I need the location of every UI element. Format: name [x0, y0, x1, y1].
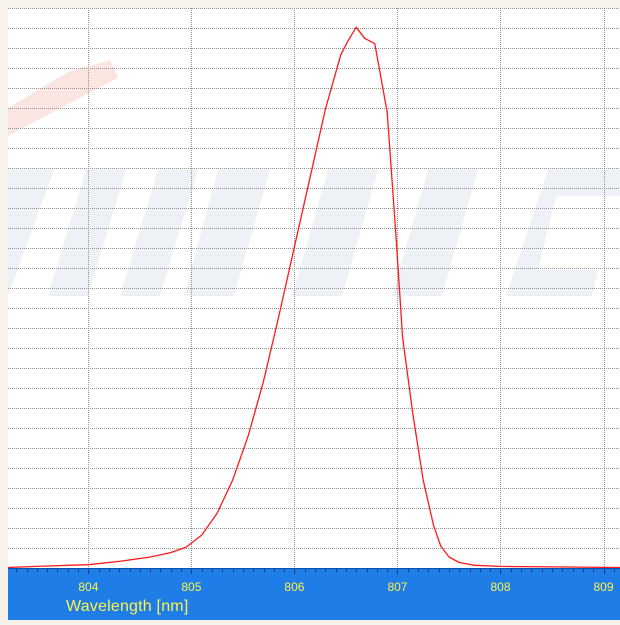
- series-layer: [8, 26, 620, 568]
- plot-area: [8, 8, 620, 568]
- x-axis-label: Wavelength [nm]: [66, 598, 189, 615]
- plot-svg: [8, 8, 620, 568]
- grid-lines: [8, 8, 620, 568]
- watermark-stroke-a: [8, 170, 54, 296]
- watermark-stroke-g: [506, 170, 620, 296]
- x-tick-label: 809: [593, 580, 613, 594]
- watermark-stroke-f: [392, 170, 478, 296]
- x-tick-label: 807: [387, 580, 407, 594]
- watermark-stroke-d: [184, 170, 270, 296]
- watermark-logo: [8, 60, 620, 296]
- x-tick-label: 805: [181, 580, 201, 594]
- watermark-stroke-b: [48, 170, 126, 296]
- x-tick-label: 806: [284, 580, 304, 594]
- watermark-stroke-c: [120, 170, 198, 296]
- watermark-swoosh: [8, 60, 118, 136]
- spectrum-line: [8, 26, 620, 568]
- x-axis-svg: 804 805 806 807 808 809: [8, 568, 620, 594]
- watermark-stroke-e: [292, 170, 378, 296]
- x-tick-label: 808: [490, 580, 510, 594]
- x-tick-label: 804: [78, 580, 98, 594]
- x-axis-bar: 804 805 806 807 808 809: [8, 568, 620, 620]
